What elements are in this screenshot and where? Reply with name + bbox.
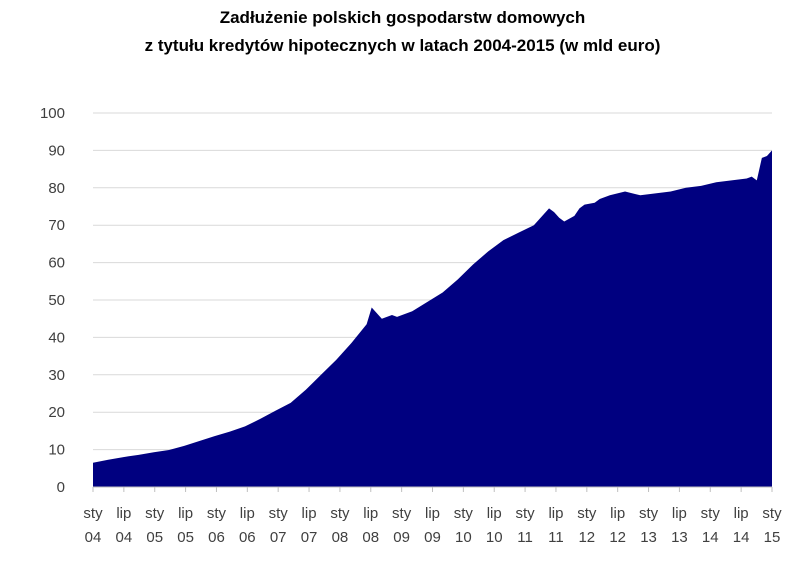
x-tick-label-month: lip (178, 505, 193, 522)
x-tick-label-month: lip (610, 505, 625, 522)
area-series (93, 150, 772, 487)
x-tick-label-year: 08 (362, 529, 379, 546)
x-tick-label-year: 04 (85, 529, 102, 546)
y-axis: 0 10 20 30 40 50 60 70 80 90 100 (40, 105, 65, 496)
y-tick-label: 90 (48, 142, 65, 159)
x-tick-label-month: lip (487, 505, 502, 522)
x-axis: sty 04 lip 04 sty 05 lip 05 sty 06 lip 06 sty 07 lip 07… (83, 486, 782, 546)
x-tick-label-month: lip (548, 505, 563, 522)
x-tick-label-year: 11 (517, 529, 533, 546)
chart-title-line-1: Zadłużenie polskich gospodarstw domowych (219, 8, 586, 27)
y-tick-label: 20 (48, 404, 65, 421)
x-tick-label-year: 13 (640, 529, 657, 546)
chart-title-line-2: z tytułu kredytów hipotecznych w latach … (144, 36, 661, 55)
y-tick-label: 10 (48, 442, 65, 459)
y-tick-label: 80 (48, 180, 65, 197)
x-tick-label-month: sty (701, 505, 721, 522)
x-tick-label-month: lip (240, 505, 255, 522)
x-tick-label-year: 11 (548, 529, 564, 546)
x-tick-label-year: 04 (116, 529, 133, 546)
x-tick-label-month: sty (577, 505, 597, 522)
y-tick-label: 40 (48, 329, 65, 346)
x-tick-label-year: 05 (177, 529, 194, 546)
x-tick-label-year: 10 (455, 529, 472, 546)
x-tick-label-year: 12 (609, 529, 626, 546)
x-tick-label-year: 14 (733, 529, 750, 546)
x-tick-label-year: 08 (332, 529, 349, 546)
x-tick-label-month: sty (330, 505, 350, 522)
x-tick-label-year: 14 (702, 529, 719, 546)
x-tick-label-year: 07 (301, 529, 318, 546)
x-tick-label-year: 15 (764, 529, 781, 546)
x-tick-label-month: sty (392, 505, 412, 522)
y-tick-label: 0 (57, 479, 65, 496)
x-tick-label-month: sty (762, 505, 782, 522)
x-tick-label-month: lip (672, 505, 687, 522)
x-tick-label-year: 07 (270, 529, 287, 546)
series-area (93, 150, 772, 487)
x-tick-label-year: 10 (486, 529, 503, 546)
x-tick-label-year: 13 (671, 529, 688, 546)
x-tick-label-year: 05 (146, 529, 163, 546)
x-tick-label-month: sty (145, 505, 165, 522)
x-tick-label-year: 12 (578, 529, 595, 546)
x-tick-label-month: lip (363, 505, 378, 522)
x-tick-label-month: sty (207, 505, 227, 522)
y-tick-label: 50 (48, 292, 65, 309)
y-tick-label: 60 (48, 255, 65, 272)
x-tick-label-month: sty (639, 505, 659, 522)
y-tick-label: 70 (48, 217, 65, 234)
x-tick-label-year: 06 (208, 529, 225, 546)
x-tick-label-month: sty (269, 505, 289, 522)
x-tick-label-year: 09 (393, 529, 410, 546)
x-tick-label-year: 06 (239, 529, 256, 546)
y-tick-label: 100 (40, 105, 65, 122)
y-tick-label: 30 (48, 367, 65, 384)
x-tick-label-month: sty (516, 505, 536, 522)
x-tick-label-month: lip (425, 505, 440, 522)
x-tick-label-month: sty (83, 505, 103, 522)
x-tick-label-year: 09 (424, 529, 441, 546)
x-tick-label-month: lip (302, 505, 317, 522)
x-tick-label-month: lip (734, 505, 749, 522)
x-tick-label-month: sty (454, 505, 474, 522)
x-tick-label-month: lip (116, 505, 131, 522)
